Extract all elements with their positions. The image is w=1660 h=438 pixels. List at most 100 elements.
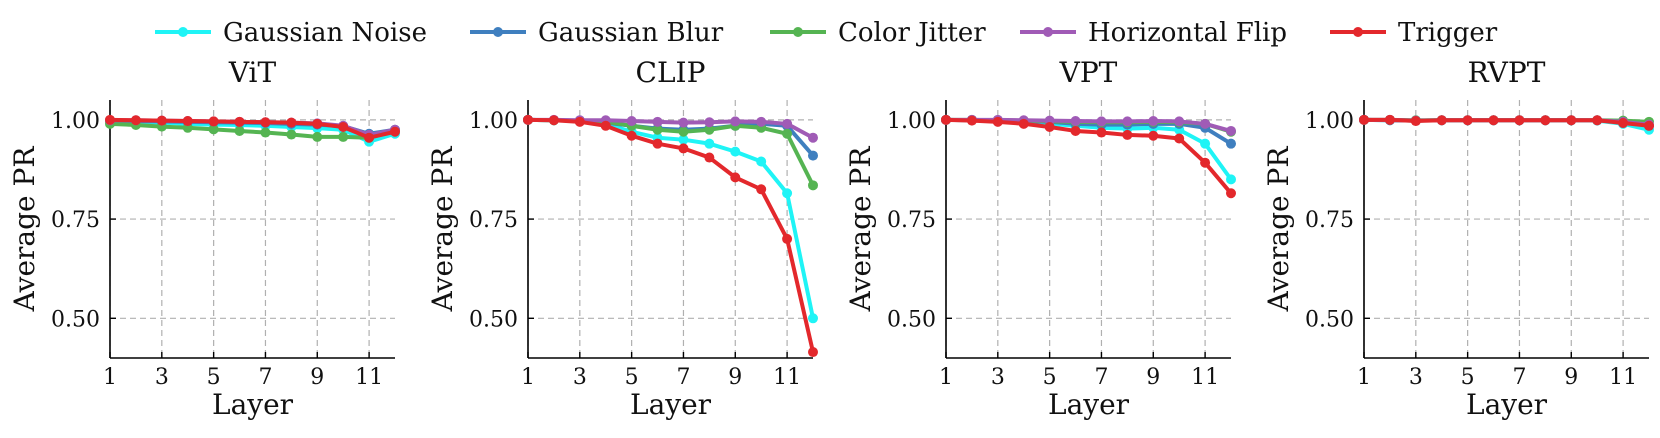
- x-tick-label: 9: [1146, 365, 1160, 390]
- data-point: [652, 116, 663, 127]
- series-line: [945, 117, 1233, 195]
- data-point: [782, 188, 793, 199]
- series-trigger: [105, 114, 400, 143]
- data-point: [626, 116, 637, 127]
- data-point: [808, 313, 818, 324]
- y-axis-label: Average PR: [426, 146, 459, 313]
- data-point: [1122, 116, 1133, 127]
- data-point: [1359, 114, 1369, 125]
- x-tick-label: 9: [728, 365, 742, 390]
- x-tick-label: 5: [207, 365, 221, 390]
- x-tick-label: 1: [939, 365, 953, 390]
- x-axis-label: Layer: [630, 388, 712, 421]
- data-point: [1200, 138, 1211, 149]
- data-point: [730, 172, 741, 183]
- data-point: [1462, 115, 1473, 126]
- data-point: [1096, 127, 1107, 138]
- y-tick-label: 1.00: [887, 109, 936, 134]
- y-tick-label: 1.00: [1305, 109, 1354, 134]
- data-point: [730, 116, 741, 127]
- legend-label: Trigger: [1398, 18, 1498, 48]
- data-point: [704, 152, 715, 163]
- series-trigger: [523, 114, 818, 358]
- legend-marker: [1353, 27, 1363, 37]
- x-tick-label: 11: [355, 365, 383, 390]
- x-tick-label: 3: [573, 365, 587, 390]
- series-line: [1364, 117, 1650, 128]
- data-point: [312, 131, 323, 142]
- y-tick-label: 1.00: [51, 109, 100, 134]
- x-tick-label: 3: [155, 365, 169, 390]
- data-point: [1644, 120, 1654, 131]
- data-point: [234, 125, 245, 136]
- data-point: [704, 124, 715, 135]
- data-point: [808, 347, 818, 358]
- y-tick-label: 0.75: [469, 208, 518, 233]
- chart-panel-clip: CLIP 1 3 5 7 9 11 0.50 0.75 1.00 Layer Average PR: [426, 56, 818, 421]
- x-tick-label: 11: [1609, 365, 1637, 390]
- data-point: [1488, 115, 1499, 126]
- x-tick-label: 7: [676, 365, 690, 390]
- data-point: [808, 132, 818, 143]
- data-point: [548, 115, 559, 126]
- data-point: [756, 156, 767, 167]
- legend-item: Gaussian Noise: [155, 18, 427, 48]
- data-point: [966, 115, 977, 126]
- x-tick-label: 7: [1512, 365, 1526, 390]
- series-trigger: [941, 114, 1236, 199]
- y-axis-label: Average PR: [1262, 146, 1295, 313]
- y-tick-label: 0.75: [1305, 208, 1354, 233]
- panel-title: ViT: [228, 56, 277, 89]
- data-point: [286, 117, 297, 128]
- x-tick-label: 3: [1409, 365, 1423, 390]
- data-point: [1226, 125, 1236, 136]
- data-point: [1018, 118, 1029, 129]
- panel-title: RVPT: [1468, 56, 1546, 89]
- data-point: [1618, 118, 1629, 129]
- legend-label: Horizontal Flip: [1088, 18, 1287, 48]
- legend-item: Gaussian Blur: [470, 18, 724, 48]
- data-point: [1148, 116, 1159, 127]
- y-tick-label: 0.50: [887, 307, 936, 332]
- data-point: [626, 130, 637, 141]
- x-tick-label: 11: [1191, 365, 1219, 390]
- data-point: [652, 124, 663, 135]
- chart-panel-rvpt: RVPT 1 3 5 7 9 11 0.50 0.75 1.00 Layer Average PR: [1262, 56, 1654, 421]
- x-tick-label: 9: [310, 365, 324, 390]
- chart-panel-vpt: VPT 1 3 5 7 9 11 0.50 0.75 1.00 Layer Average PR: [844, 56, 1236, 421]
- data-point: [652, 138, 663, 149]
- y-tick-label: 0.75: [887, 208, 936, 233]
- data-point: [808, 150, 818, 161]
- data-point: [260, 127, 271, 138]
- data-point: [782, 233, 793, 244]
- series-gaussian-noise: [1359, 114, 1654, 135]
- legend-item: Trigger: [1330, 18, 1498, 48]
- data-point: [1174, 133, 1185, 144]
- data-point: [390, 126, 400, 137]
- data-point: [574, 116, 585, 127]
- x-tick-label: 7: [258, 365, 272, 390]
- x-tick-label: 5: [1461, 365, 1475, 390]
- x-tick-label: 1: [103, 365, 117, 390]
- y-tick-label: 0.50: [1305, 307, 1354, 332]
- data-point: [208, 116, 219, 127]
- chart-panel-vit: ViT 1 3 5 7 9 11 0.50 0.75 1.00 Layer Average PR: [8, 56, 400, 421]
- data-point: [782, 118, 793, 129]
- data-point: [1200, 118, 1211, 129]
- legend-label: Color Jitter: [838, 18, 986, 48]
- y-axis-label: Average PR: [8, 146, 41, 313]
- x-tick-label: 5: [625, 365, 639, 390]
- x-axis-label: Layer: [212, 388, 294, 421]
- data-point: [208, 124, 219, 135]
- data-point: [234, 116, 245, 127]
- data-point: [1200, 157, 1211, 168]
- x-tick-label: 1: [521, 365, 535, 390]
- data-point: [704, 117, 715, 128]
- y-tick-label: 0.50: [51, 307, 100, 332]
- legend-marker: [493, 27, 503, 37]
- data-point: [1384, 114, 1395, 125]
- data-point: [600, 120, 611, 131]
- series-trigger: [1359, 114, 1654, 131]
- data-point: [756, 184, 767, 195]
